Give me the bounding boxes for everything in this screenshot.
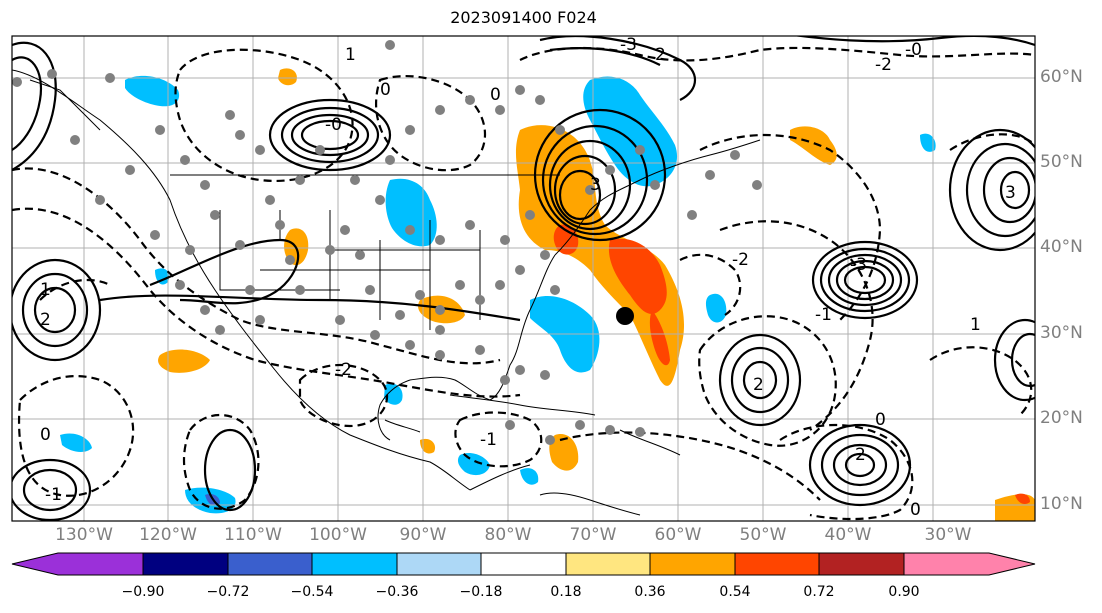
colorbar-segment [819,553,904,575]
colorbar-segment [228,553,312,575]
map-title: 2023091400 F024 [450,8,597,27]
lon-label: 30°W [924,525,972,545]
contour-label: 2 [655,45,666,65]
map-frame [11,35,1036,522]
contour-label: -1 [480,430,497,450]
colorbar-segment [397,553,481,575]
lat-label: 40°N [1040,237,1083,257]
colorbar [11,552,1036,576]
contour-label: 0 [490,85,501,105]
contour-label: -0 [325,115,342,135]
colorbar-segment [904,553,989,575]
lon-label: 130°W [55,525,113,545]
lon-label: 60°W [654,525,702,545]
colorbar-segment [650,553,735,575]
contour-label: -3 [620,35,637,55]
positive-contours [12,36,1035,521]
colorbar-segment [58,553,143,575]
contour-label: 3 [1005,183,1016,203]
lat-label: 10°N [1040,494,1083,514]
contour-label: -0 [905,40,922,60]
positive-anomaly-shading [158,68,1035,521]
colorbar-tick-label: 0.36 [634,584,666,600]
lon-label: 80°W [484,525,532,545]
storm-center-marker [616,307,634,325]
contour-label: 0 [40,425,51,445]
station-dots [12,40,762,445]
lon-label: 100°W [309,525,367,545]
contour-label: -1 [815,305,832,325]
contour-label: -3 [850,255,867,275]
contour-label: 1 [345,45,356,65]
colorbar-extension-high [989,553,1035,575]
contour-label: 2 [40,310,51,330]
contour-label: 0 [875,410,886,430]
lat-label: 30°N [1040,323,1083,343]
colorbar-tick-label: −0.72 [206,584,250,600]
colorbar-extension-low [12,553,58,575]
colorbar-tick-label: 0.54 [719,584,751,600]
lat-label: 60°N [1040,67,1083,87]
colorbar-tick-label: −0.90 [121,584,165,600]
colorbar-segment [481,553,566,575]
contour-label: 3 [590,175,601,195]
colorbar-segment [143,553,228,575]
lon-label: 70°W [569,525,617,545]
contour-label: 0 [380,80,391,100]
lon-label: 90°W [399,525,447,545]
lon-label: 50°W [739,525,787,545]
colorbar-segment [566,553,650,575]
colorbar-tick-label: 0.18 [550,584,582,600]
contour-label: -1 [45,485,62,505]
graticule [12,36,1035,521]
colorbar-segment [735,553,819,575]
contour-label: 2 [753,375,764,395]
negative-anomaly-shading [60,75,936,514]
lat-label: 50°N [1040,152,1083,172]
colorbar-segment [312,553,397,575]
lat-label: 20°N [1040,408,1083,428]
contour-label: 2 [855,445,866,465]
lon-label: 110°W [224,525,282,545]
lon-label: 120°W [139,525,197,545]
contour-label: -2 [875,55,892,75]
contour-label: -2 [732,250,749,270]
colorbar-tick-label: 0.72 [803,584,835,600]
lon-label: 40°W [824,525,872,545]
colorbar-tick-label: 0.90 [888,584,920,600]
colorbar-tick-label: −0.54 [290,584,334,600]
contour-label: -2 [335,360,352,380]
colorbar-tick-label: −0.18 [459,584,503,600]
colorbar-tick-label: −0.36 [375,584,419,600]
contour-label: 0 [910,500,921,520]
contour-label: 1 [970,315,981,335]
contour-label: 1 [40,280,51,300]
